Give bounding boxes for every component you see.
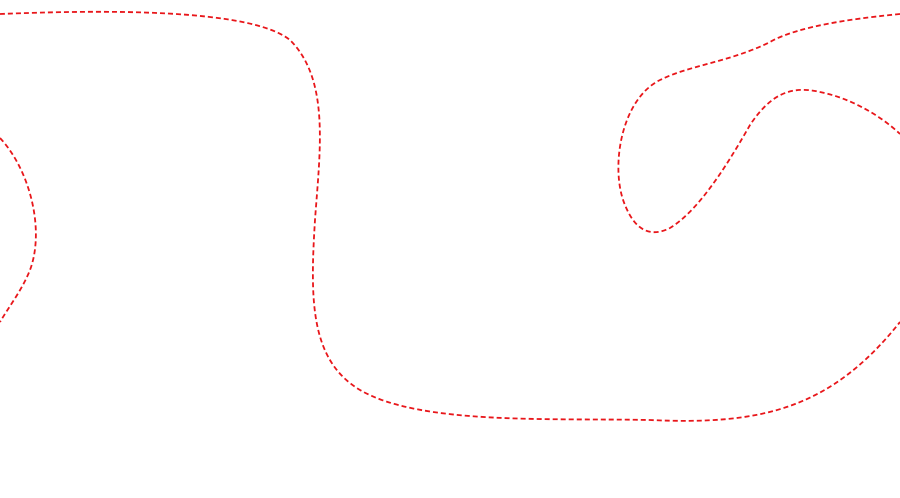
dashed-curve [0, 10, 900, 422]
dashed-curve [617, 13, 900, 233]
dashed-curve [0, 137, 37, 323]
